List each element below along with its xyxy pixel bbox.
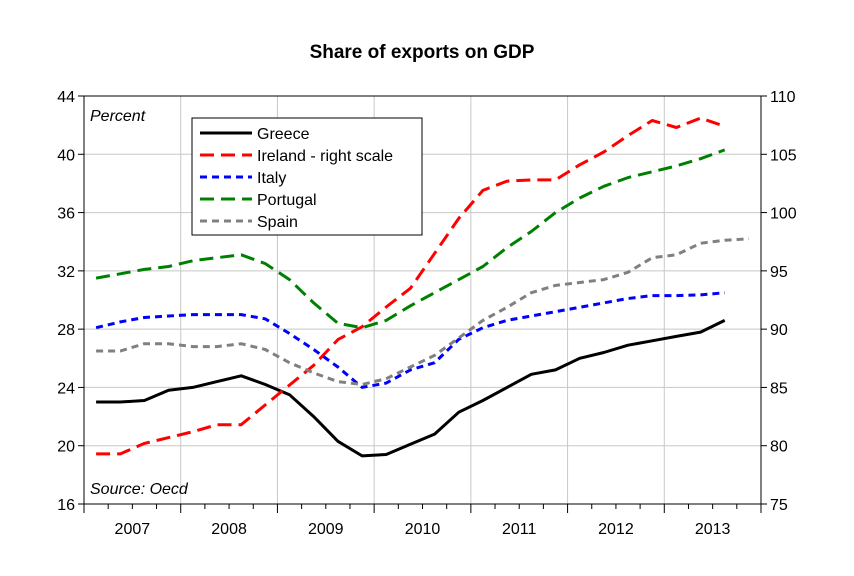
right-tick-label: 85 bbox=[770, 380, 788, 397]
left-tick-label: 24 bbox=[57, 380, 75, 397]
x-tick-label: 2011 bbox=[502, 521, 537, 538]
source-annotation: Source: Oecd bbox=[90, 481, 189, 498]
left-tick-label: 36 bbox=[57, 206, 75, 223]
y-axis-label: Percent bbox=[90, 108, 146, 125]
right-tick-label: 110 bbox=[770, 89, 796, 106]
series-line-greece bbox=[96, 319, 726, 458]
x-tick-label: 2013 bbox=[695, 521, 731, 538]
left-tick-label: 20 bbox=[57, 439, 75, 456]
left-tick-label: 32 bbox=[57, 264, 75, 281]
legend-label: Ireland - right scale bbox=[257, 148, 393, 165]
right-tick-label: 90 bbox=[770, 322, 788, 339]
legend: Greece Ireland - right scale Italy Portugal… bbox=[191, 117, 423, 236]
series-line-spain bbox=[96, 237, 749, 386]
right-tick-label: 80 bbox=[770, 439, 788, 456]
right-tick-label: 100 bbox=[770, 206, 797, 223]
series-lines bbox=[95, 116, 750, 458]
x-tick-label: 2008 bbox=[211, 521, 247, 538]
left-tick-label: 28 bbox=[57, 322, 75, 339]
right-tick-label: 75 bbox=[770, 497, 788, 514]
x-tick-label: 2010 bbox=[405, 521, 441, 538]
x-tick-label: 2007 bbox=[115, 521, 151, 538]
right-tick-label: 105 bbox=[770, 147, 797, 164]
legend-label: Italy bbox=[257, 170, 286, 187]
left-tick-label: 16 bbox=[57, 497, 75, 514]
legend-label: Portugal bbox=[257, 192, 317, 209]
left-tick-label: 44 bbox=[57, 89, 75, 106]
legend-label: Spain bbox=[257, 214, 298, 231]
x-tick-label: 2009 bbox=[308, 521, 344, 538]
axes: 16 20 24 28 32 36 40 44 75 80 85 90 95 100 105 110 2007 2… bbox=[57, 89, 797, 538]
legend-label: Greece bbox=[257, 126, 310, 143]
chart-title: Share of exports on GDP bbox=[310, 42, 535, 63]
left-tick-label: 40 bbox=[57, 147, 75, 164]
x-tick-label: 2012 bbox=[598, 521, 634, 538]
right-tick-label: 95 bbox=[770, 264, 788, 281]
